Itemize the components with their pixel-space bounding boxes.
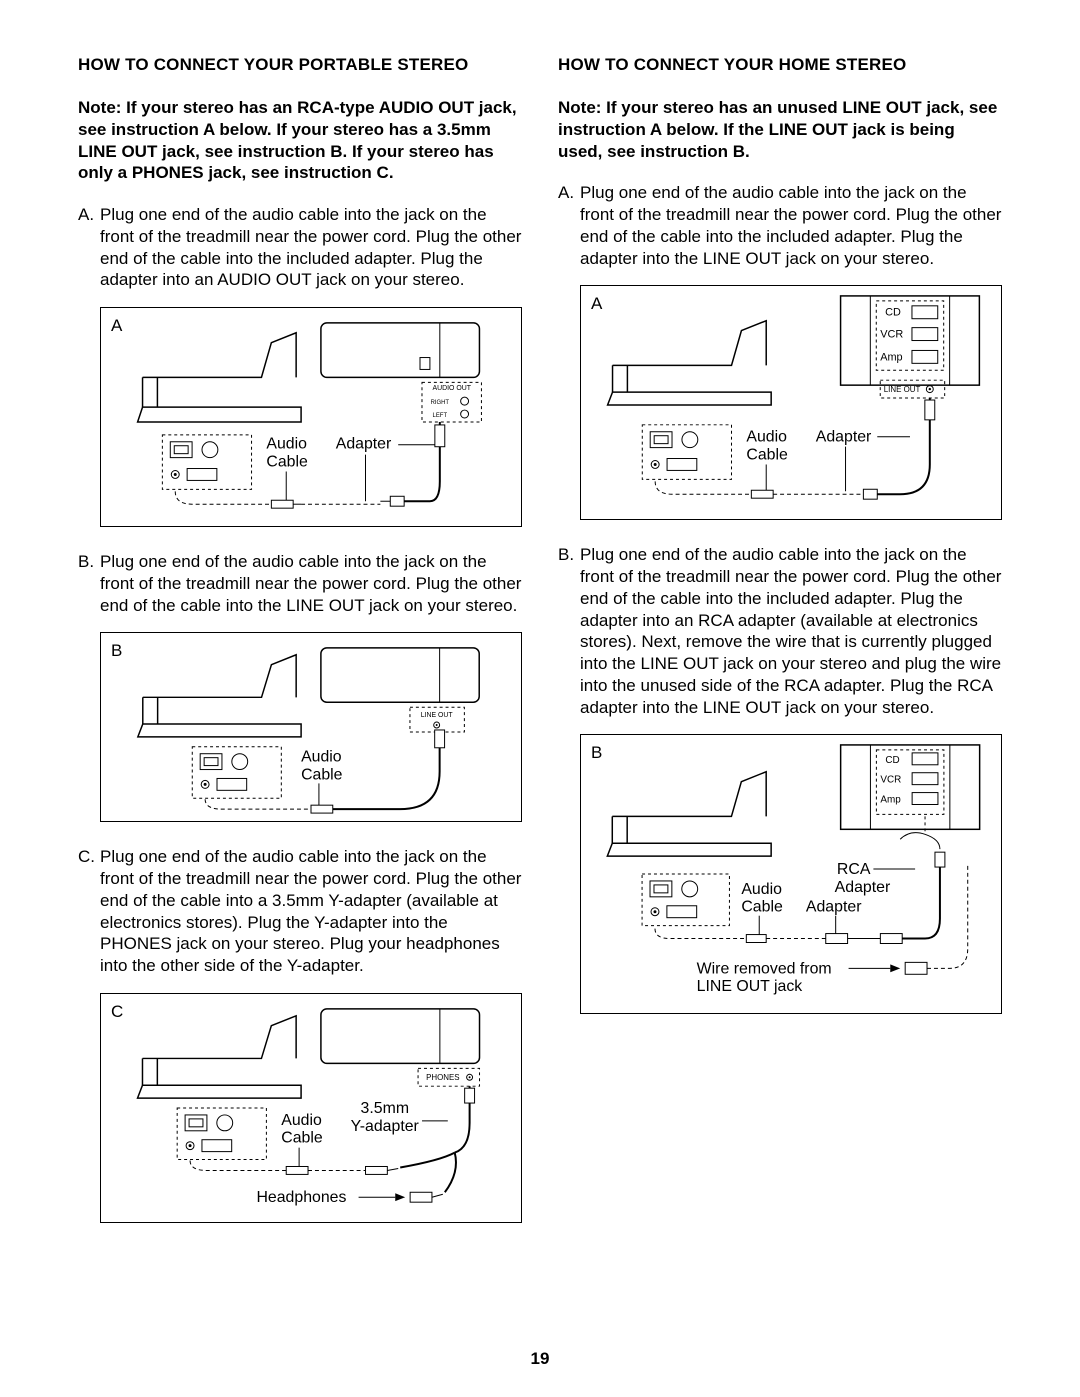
two-column-layout: HOW TO CONNECT YOUR PORTABLE STEREO Note… (78, 55, 1002, 1247)
cable-label: Cable (266, 454, 308, 471)
audio-label-ra: Audio (746, 429, 787, 446)
cable-label-c: Cable (281, 1129, 323, 1146)
amp-label: Amp (880, 352, 902, 364)
right-figure-b: B CD VCR Amp (580, 734, 1002, 1014)
left-step-b-text: Plug one end of the audio cable into the… (100, 551, 522, 616)
left-step-a: A. Plug one end of the audio cable into … (78, 204, 522, 291)
phones-label: PHONES (426, 1073, 459, 1082)
step-letter-rb: B. (558, 544, 580, 718)
diagram-svg-right-b: CD VCR Amp (581, 735, 1001, 1013)
fig-label-ra: A (591, 294, 602, 314)
step-letter-a: A. (78, 204, 100, 291)
cable-label-ra: Cable (746, 447, 788, 464)
rca-label: RCA (837, 861, 871, 878)
right-note: Note: If your stereo has an unused LINE … (558, 97, 1002, 162)
left-step-a-text: Plug one end of the audio cable into the… (100, 204, 522, 291)
cable-label-rb: Cable (741, 899, 783, 916)
step-letter-ra: A. (558, 182, 580, 269)
cd-label-b: CD (885, 755, 899, 766)
diagram-svg-left-a: AUDIO OUT RIGHT LEFT (101, 308, 521, 526)
left-ch-label: LEFT (433, 413, 448, 419)
vcr-label: VCR (880, 329, 903, 341)
cd-label: CD (885, 307, 901, 319)
left-step-c: C. Plug one end of the audio cable into … (78, 846, 522, 977)
left-step-b: B. Plug one end of the audio cable into … (78, 551, 522, 616)
right-step-b-text: Plug one end of the audio cable into the… (580, 544, 1002, 718)
left-step-c-text: Plug one end of the audio cable into the… (100, 846, 522, 977)
audio-label-b: Audio (301, 749, 342, 766)
headphones-label: Headphones (256, 1189, 346, 1206)
yad1: 3.5mm (361, 1100, 409, 1117)
audio-label-c: Audio (281, 1112, 322, 1129)
diagram-svg-right-a: CD VCR Amp LINE OUT (581, 286, 1001, 519)
step-letter-c: C. (78, 846, 100, 977)
adapter-label-ra: Adapter (816, 429, 872, 446)
diagram-svg-left-b: LINE OUT Audio Cable (101, 633, 521, 821)
left-figure-a: A AUDIO OUT RIGHT LEFT (100, 307, 522, 527)
left-figure-b: B LINE OUT (100, 632, 522, 822)
fig-label-b: B (111, 641, 122, 661)
left-title: HOW TO CONNECT YOUR PORTABLE STEREO (78, 55, 522, 75)
left-figure-c: C PHONES (100, 993, 522, 1223)
right-title: HOW TO CONNECT YOUR HOME STEREO (558, 55, 1002, 75)
right-step-a-text: Plug one end of the audio cable into the… (580, 182, 1002, 269)
fig-label-rb: B (591, 743, 602, 763)
adapter-label: Adapter (336, 436, 392, 453)
left-column: HOW TO CONNECT YOUR PORTABLE STEREO Note… (78, 55, 522, 1247)
vcr-label-b: VCR (880, 775, 901, 786)
audio-label-rb: Audio (741, 881, 782, 898)
right-step-a: A. Plug one end of the audio cable into … (558, 182, 1002, 269)
rca-adapter-label: Adapter (835, 879, 891, 896)
yad2: Y-adapter (351, 1118, 420, 1135)
wire1: Wire removed from (697, 961, 832, 978)
right-step-b: B. Plug one end of the audio cable into … (558, 544, 1002, 718)
line-out-label: LINE OUT (421, 712, 454, 719)
cable-label-b: Cable (301, 767, 343, 784)
left-note: Note: If your stereo has an RCA-type AUD… (78, 97, 522, 184)
right-label: RIGHT (431, 400, 450, 406)
fig-label-c: C (111, 1002, 123, 1022)
audio-label: Audio (266, 436, 307, 453)
page-number: 19 (0, 1349, 1080, 1369)
fig-label-a: A (111, 316, 122, 336)
diagram-svg-left-c: PHONES Audio Cable 3.5mm (101, 994, 521, 1222)
amp-label-b: Amp (880, 795, 901, 806)
adapter-label-rb: Adapter (806, 899, 862, 916)
manual-page: HOW TO CONNECT YOUR PORTABLE STEREO Note… (0, 0, 1080, 1397)
wire2: LINE OUT jack (697, 978, 803, 995)
right-column: HOW TO CONNECT YOUR HOME STEREO Note: If… (558, 55, 1002, 1247)
audio-out-label: AUDIO OUT (432, 385, 471, 392)
lineout-label: LINE OUT (884, 385, 921, 394)
step-letter-b: B. (78, 551, 100, 616)
right-figure-a: A CD VCR Amp LINE OUT (580, 285, 1002, 520)
